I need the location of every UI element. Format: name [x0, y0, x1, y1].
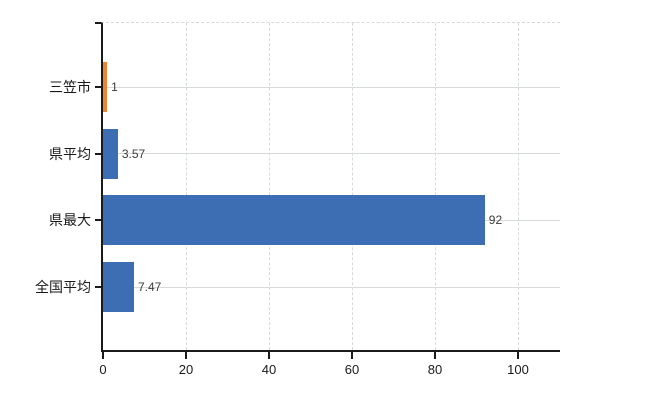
x-axis-tick [434, 352, 436, 359]
x-axis-tick-label: 60 [344, 362, 360, 377]
value-label: 3.57 [121, 146, 146, 161]
bar-1 [103, 128, 118, 179]
x-axis-tick-label: 0 [99, 362, 107, 377]
category-label: 三笠市 [49, 79, 91, 95]
y-axis-tick [95, 219, 101, 222]
y-axis-end-tick [95, 22, 101, 24]
y-axis-tick [95, 286, 101, 288]
vertical-gridline [518, 23, 519, 350]
vertical-gridline [435, 23, 436, 350]
x-axis-tick [351, 352, 353, 359]
x-axis-tick-label: 80 [427, 362, 443, 377]
x-axis-tick-label: 40 [261, 362, 277, 377]
horizontal-gridline [103, 153, 560, 155]
value-label: 92 [488, 213, 503, 228]
vertical-gridline [352, 23, 353, 350]
vertical-gridline [186, 23, 187, 350]
value-label: 7.47 [138, 280, 162, 294]
value-label: 1 [111, 80, 118, 94]
x-axis-tick [268, 352, 270, 359]
x-axis-tick [185, 352, 187, 359]
x-axis-tick [102, 352, 104, 359]
bar-3 [103, 262, 134, 312]
vertical-gridline [269, 23, 270, 350]
x-axis-tick [517, 352, 519, 359]
horizontal-gridline [103, 86, 560, 88]
category-label: 県平均 [49, 145, 91, 162]
y-axis-tick [95, 152, 101, 155]
category-label: 県最大 [49, 212, 91, 229]
y-axis-tick [95, 86, 101, 88]
horizontal-gridline [103, 286, 560, 288]
plot-area: 0 20 40 60 80 100 三笠市 1 県平均 3.57 県最大 92 全国平均 7.47 [35, 22, 560, 377]
bar-0 [103, 62, 108, 112]
category-label: 全国平均 [35, 279, 91, 295]
bar-2 [103, 195, 485, 246]
x-axis-tick-label: 100 [507, 362, 529, 377]
x-axis-tick-label: 20 [178, 362, 194, 377]
